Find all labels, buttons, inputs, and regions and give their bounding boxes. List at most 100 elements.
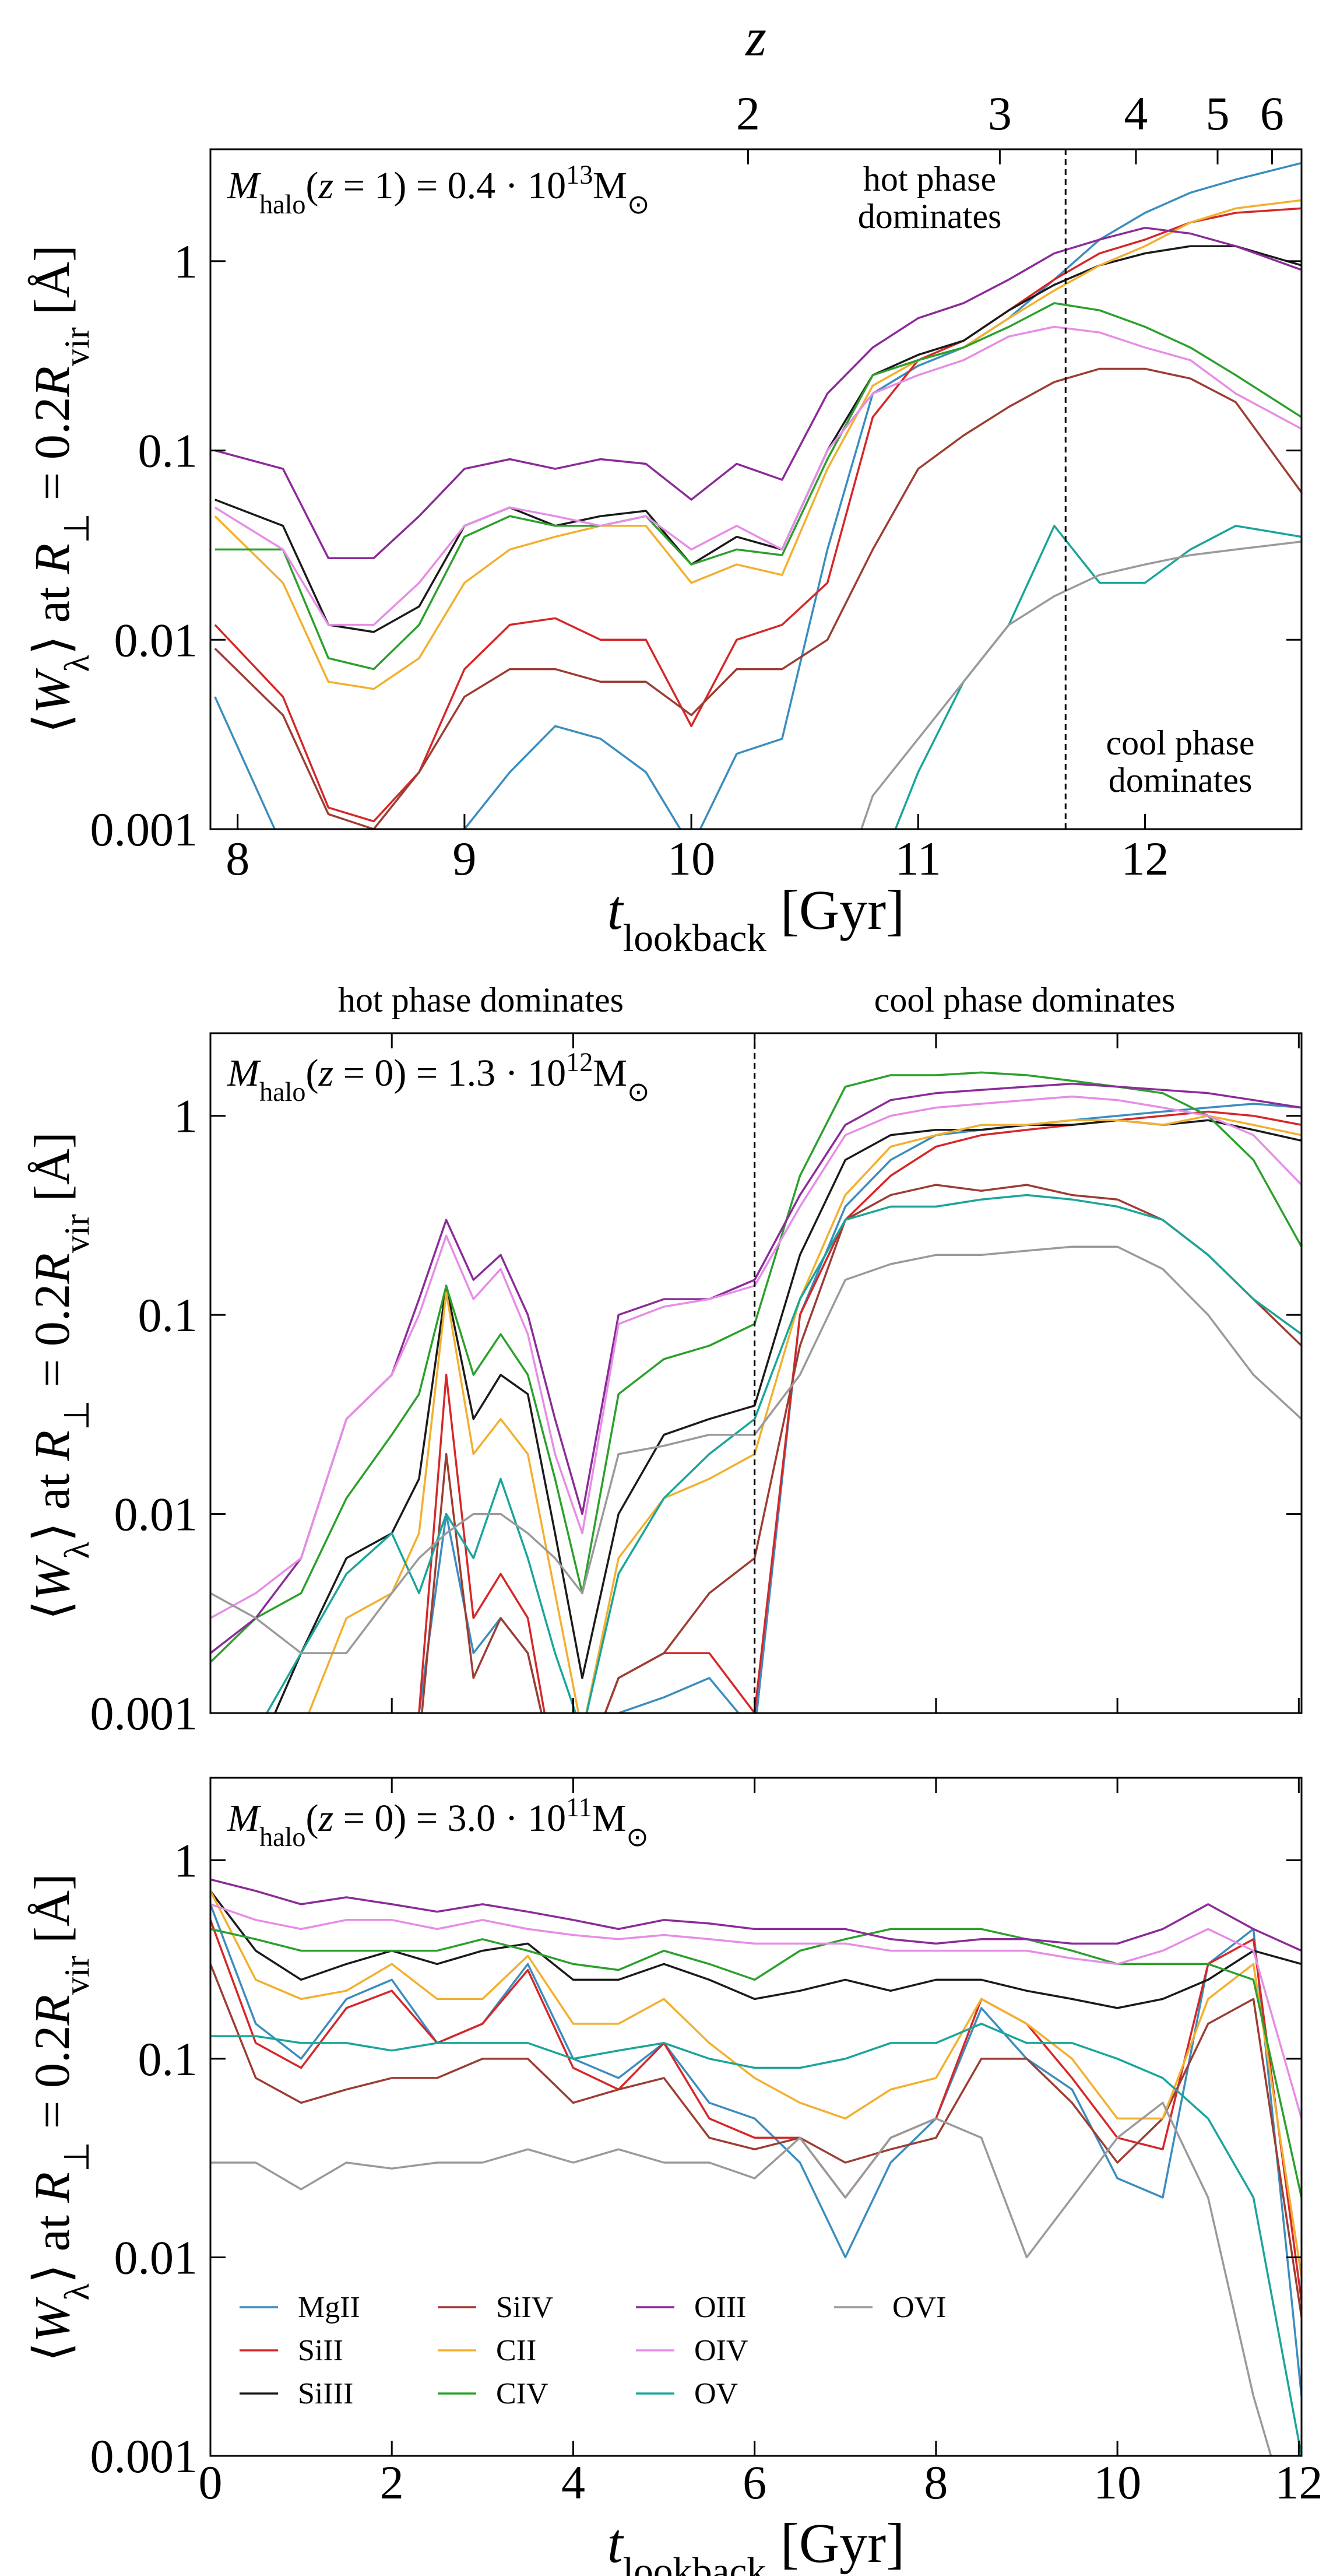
series-line xyxy=(210,1963,1302,2318)
legend-label: OIV xyxy=(694,2334,748,2367)
label-part: R xyxy=(24,1253,80,1285)
label-part: [Å] xyxy=(24,1132,80,1214)
series-line xyxy=(214,245,1302,633)
series-line xyxy=(210,1903,1302,2119)
label-part: ( xyxy=(306,1797,319,1840)
label-part: vir xyxy=(58,1956,97,1995)
label-part: halo xyxy=(259,1822,306,1852)
label-part: ( xyxy=(306,1052,319,1094)
label-part: [Å] xyxy=(24,1873,80,1956)
plot-area xyxy=(210,1071,1302,1713)
label-part: vir xyxy=(58,1214,97,1253)
label-part: ( xyxy=(306,164,319,207)
label-part: = 0.2 xyxy=(24,1284,80,1400)
label-part: = 0) = 3.0 · 10 xyxy=(333,1797,566,1840)
x2-tick-label: 2 xyxy=(736,87,760,140)
series-line xyxy=(273,1119,1302,1713)
x2-tick-label: 3 xyxy=(988,87,1012,140)
label-part: ⊙ xyxy=(627,1077,650,1107)
label-part: ⊥ xyxy=(58,1400,97,1430)
x-tick-label: 2 xyxy=(380,2456,404,2509)
y-tick-label: 1 xyxy=(174,1834,198,1887)
annotation: hot phase dominates xyxy=(338,981,624,1019)
label-part: z xyxy=(318,1052,334,1094)
label-part: = 1) = 0.4 · 10 xyxy=(333,164,566,207)
label-part: ⊥ xyxy=(58,2142,97,2172)
x-tick-label: 11 xyxy=(895,832,941,885)
label-part: t xyxy=(607,2512,624,2574)
x-tick-label: 10 xyxy=(1093,2456,1141,2509)
y-tick-label: 1 xyxy=(174,235,198,288)
series-line xyxy=(417,1103,1302,1713)
label-part: 11 xyxy=(566,1792,592,1822)
x2-tick-label: 4 xyxy=(1124,87,1148,140)
series-line xyxy=(210,1245,1302,1654)
rich-label: tlookback [Gyr] xyxy=(607,2512,905,2576)
label-part: lookback xyxy=(623,916,767,960)
label-part: λ xyxy=(58,655,97,672)
plot-area xyxy=(214,162,1302,829)
series-line xyxy=(210,1082,1302,1654)
x-tick-label: 4 xyxy=(561,2456,585,2509)
y-tick-label: 0.1 xyxy=(138,424,198,478)
series-line xyxy=(210,1878,1302,1952)
label-part: R xyxy=(24,543,80,575)
label-part: M xyxy=(227,1052,262,1094)
label-part: [Gyr] xyxy=(766,879,905,941)
label-part: ⟩ at xyxy=(24,574,80,655)
x-tick-label: 8 xyxy=(924,2456,948,2509)
annotation: dominates xyxy=(858,197,1002,236)
x-tick-label: 6 xyxy=(743,2456,766,2509)
series-line xyxy=(894,525,1302,829)
x-tick-label: 9 xyxy=(452,832,476,885)
label-part: ⊙ xyxy=(627,189,650,219)
y-tick-label: 0.01 xyxy=(114,1488,198,1541)
x-tick-label: 10 xyxy=(667,832,715,885)
label-part: M xyxy=(592,1797,627,1840)
series-line xyxy=(210,1890,1302,2277)
legend-label: SiIII xyxy=(298,2377,353,2410)
series-line xyxy=(214,302,1302,671)
label-part: z xyxy=(318,164,334,207)
x-tick-label: 8 xyxy=(226,832,249,885)
series-line xyxy=(214,162,1302,829)
y-tick-label: 0.001 xyxy=(90,1687,198,1740)
annotation: cool phase dominates xyxy=(874,981,1176,1019)
legend-label: OVI xyxy=(892,2291,946,2324)
label-part: halo xyxy=(259,189,306,219)
label-part: 13 xyxy=(566,160,593,189)
axes-frame xyxy=(209,1032,1303,1714)
label-part: = 0.2 xyxy=(24,2026,80,2142)
series-line xyxy=(210,1095,1302,1619)
series-line xyxy=(210,2023,1302,2456)
label-part: W xyxy=(24,1554,80,1601)
label-part: R xyxy=(24,2172,80,2203)
label-part: R xyxy=(24,1995,80,2026)
legend-label: CIV xyxy=(496,2377,548,2410)
label-part: M xyxy=(227,1797,262,1840)
label-part: R xyxy=(24,1430,80,1462)
legend-label: SiII xyxy=(298,2334,343,2367)
series-line xyxy=(210,1904,1302,2396)
label-part: lookback xyxy=(623,2549,767,2576)
series-line xyxy=(214,367,1302,829)
series-line xyxy=(210,2101,1272,2456)
label-part: ⟩ at xyxy=(24,1461,80,1542)
x2-axis-label: z xyxy=(744,8,766,67)
legend-label: MgII xyxy=(298,2291,360,2324)
series-line xyxy=(214,199,1302,690)
y-tick-label: 0.01 xyxy=(114,2231,198,2284)
x-tick-label: 0 xyxy=(199,2456,223,2509)
rich-label: ⟨Wλ⟩ at R⊥ = 0.2Rvir [Å] xyxy=(24,245,97,733)
legend-label: SiIV xyxy=(496,2291,553,2324)
series-line xyxy=(210,1919,1302,2302)
label-part: [Å] xyxy=(24,245,80,327)
rich-label: Mhalo(z = 0) = 1.3 · 1012M⊙ xyxy=(227,1047,650,1107)
series-line xyxy=(214,226,1302,559)
plot-area xyxy=(210,1878,1302,2456)
x-tick-label: 12 xyxy=(1275,2456,1323,2509)
label-part: ⊙ xyxy=(626,1822,649,1852)
label-part: ⟨ xyxy=(24,1601,80,1620)
series-line xyxy=(421,1184,1302,1713)
label-part: ⟨ xyxy=(24,2342,80,2362)
